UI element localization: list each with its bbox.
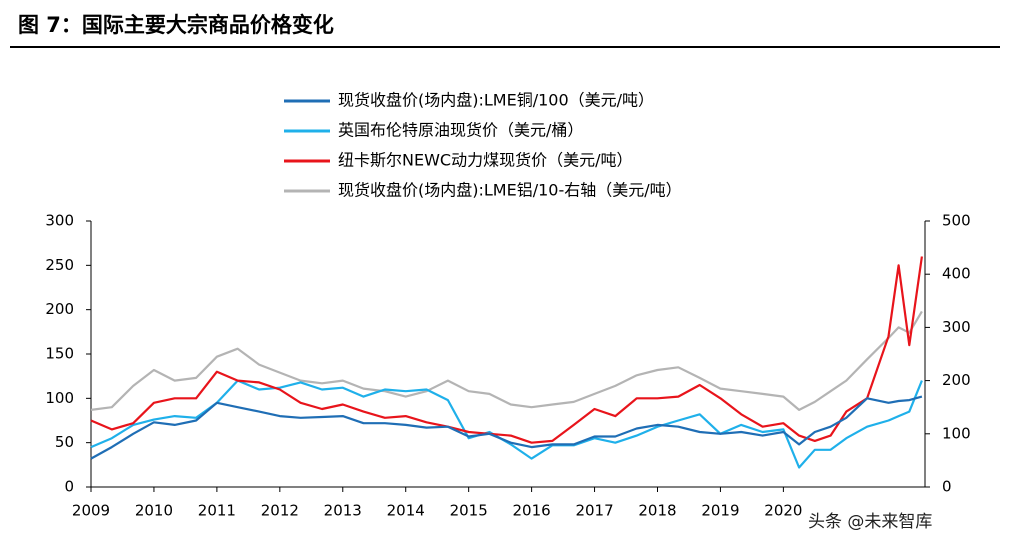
legend-label: 英国布伦特原油现货价（美元/桶）	[338, 121, 583, 140]
x-tick-label: 2010	[135, 502, 173, 520]
legend-label: 纽卡斯尔NEWC动力煤现货价（美元/吨）	[338, 151, 632, 170]
y-tick-label: 150	[45, 345, 74, 363]
y2-tick-label: 0	[942, 478, 952, 496]
y2-tick-label: 100	[942, 424, 971, 442]
x-tick-label: 2015	[450, 502, 488, 520]
y2-tick-label: 400	[942, 265, 971, 283]
y-tick-label: 300	[45, 212, 74, 230]
legend-label: 现货收盘价(场内盘):LME铜/100（美元/吨）	[338, 91, 654, 110]
x-tick-label: 2018	[638, 502, 676, 520]
y-tick-label: 200	[45, 300, 74, 318]
page-title: 图 7：国际主要大宗商品价格变化	[18, 13, 334, 37]
x-tick-label: 2016	[513, 502, 551, 520]
y-tick-label: 0	[64, 478, 74, 496]
x-tick-label: 2019	[701, 502, 739, 520]
series-line	[90, 310, 923, 411]
y2-tick-label: 300	[942, 318, 971, 336]
x-tick-label: 2017	[575, 502, 613, 520]
x-tick-label: 2011	[198, 502, 236, 520]
watermark: 头条 @未来智库	[808, 512, 932, 532]
series-line	[90, 379, 923, 469]
series-line	[90, 395, 923, 460]
x-tick-label: 2014	[387, 502, 425, 520]
y-tick-label: 50	[55, 433, 74, 451]
x-tick-label: 2020	[764, 502, 802, 520]
y2-tick-label: 200	[942, 371, 971, 389]
x-tick-label: 2009	[72, 502, 110, 520]
x-tick-label: 2013	[324, 502, 362, 520]
y-tick-label: 250	[45, 256, 74, 274]
x-tick-label: 2012	[261, 502, 299, 520]
y2-tick-label: 500	[942, 212, 971, 230]
series-line	[90, 256, 923, 444]
legend-label: 现货收盘价(场内盘):LME铝/10-右轴（美元/吨）	[338, 181, 682, 200]
y-tick-label: 100	[45, 389, 74, 407]
